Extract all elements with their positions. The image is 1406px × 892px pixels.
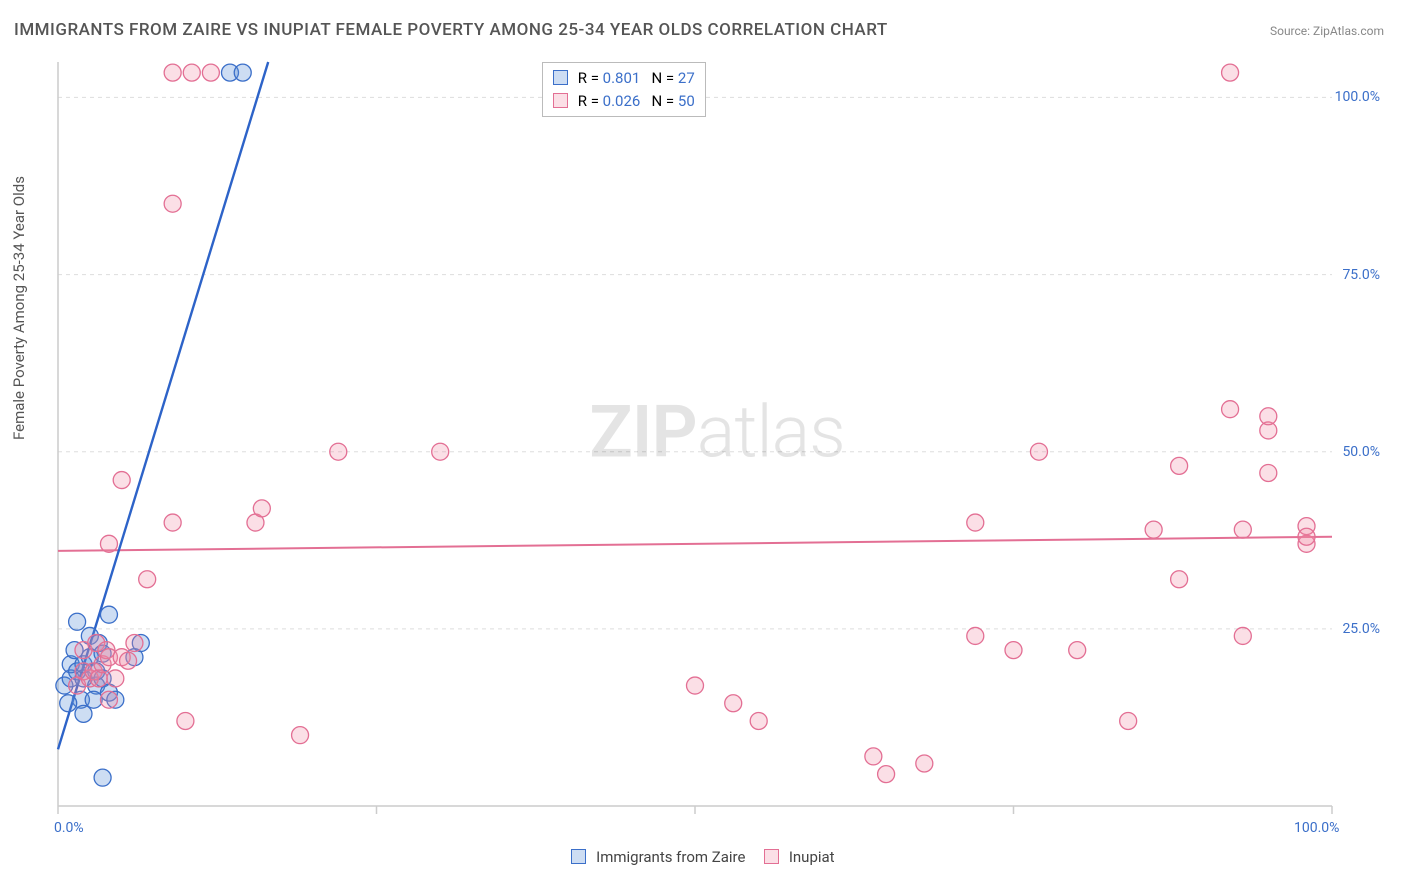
stats-legend-row: R = 0.801 N = 27 (553, 67, 695, 90)
legend-swatch-inupiat (764, 849, 779, 864)
chart-title: IMMIGRANTS FROM ZAIRE VS INUPIAT FEMALE … (14, 20, 888, 40)
series-legend: Immigrants from Zaire Inupiat (0, 848, 1406, 866)
y-tick: 50.0% (1342, 444, 1380, 460)
y-tick: 75.0% (1342, 267, 1380, 283)
source-prefix: Source: (1270, 24, 1313, 38)
source-attribution: Source: ZipAtlas.com (1270, 24, 1384, 38)
y-tick: 25.0% (1342, 621, 1380, 637)
y-tick: 100.0% (1335, 89, 1380, 105)
legend-swatch-zaire (571, 849, 586, 864)
source-link[interactable]: ZipAtlas.com (1313, 24, 1384, 38)
legend-label-zaire: Immigrants from Zaire (596, 848, 745, 866)
x-tick: 0.0% (54, 820, 84, 836)
legend-label-inupiat: Inupiat (789, 848, 835, 866)
x-tick: 100.0% (1294, 820, 1339, 836)
stats-legend: R = 0.801 N = 27 R = 0.026 N = 50 (542, 62, 706, 117)
scatter-svg (52, 56, 1382, 816)
plot-area: ZIPatlas R = 0.801 N = 27 R = 0.026 N = … (52, 56, 1382, 816)
stats-legend-row: R = 0.026 N = 50 (553, 90, 695, 113)
y-axis-label: Female Poverty Among 25-34 Year Olds (10, 176, 28, 440)
